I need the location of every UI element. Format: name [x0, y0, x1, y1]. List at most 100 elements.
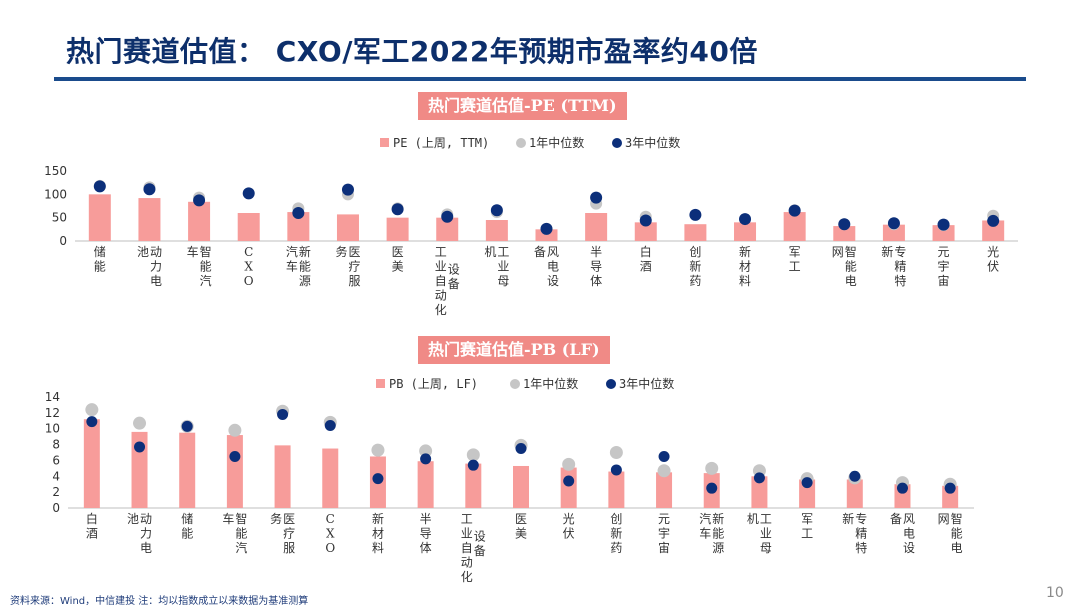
pb-median-3y-point: [467, 459, 479, 471]
pe-category-label: 务: [335, 244, 347, 259]
pb-category-label: 务: [270, 511, 282, 526]
pe-bar: [684, 224, 707, 241]
pe-category-label: 光伏: [987, 245, 999, 274]
title-underline: [54, 77, 1026, 81]
pb-category-label: 车: [222, 511, 234, 526]
pb-legend-1y-swatch: [510, 379, 520, 389]
pe-legend-bar-label: PE (上周, TTM): [393, 136, 489, 150]
pb-bar: [322, 448, 339, 508]
pe-median-3y-point: [838, 218, 851, 231]
pe-category-label: 白酒: [640, 244, 652, 274]
pe-median-3y-point: [143, 183, 156, 196]
pe-category-label: 风电设: [547, 245, 559, 288]
pe-median-3y-point: [639, 214, 652, 227]
pb-median-3y-point: [563, 475, 575, 487]
pe-median-3y-point: [540, 222, 553, 235]
pe-category-label: 动力电: [150, 245, 162, 288]
pe-ytick-label: 150: [44, 164, 67, 178]
pe-bar: [833, 226, 856, 241]
pe-bar: [188, 201, 211, 241]
pb-category-label: 新材料: [372, 511, 384, 555]
pb-bar: [83, 419, 100, 508]
pb-median-3y-point: [181, 420, 193, 432]
pb-ytick-label: 12: [45, 406, 60, 420]
pe-bar: [237, 213, 260, 241]
pb-ytick-label: 0: [52, 501, 60, 515]
pe-median-3y-point: [193, 194, 206, 207]
pb-legend-1y-label: 1年中位数: [523, 376, 578, 391]
pe-category-label: 医疗服: [348, 245, 360, 288]
pe-category-label: 新: [881, 244, 893, 259]
pe-median-3y-point: [93, 180, 106, 193]
pe-median-3y-point: [242, 187, 255, 200]
pe-bar: [138, 198, 161, 241]
pe-bar: [485, 220, 508, 241]
pe-category-label: 医美: [392, 245, 404, 274]
pe-median-3y-point: [391, 203, 404, 216]
pe-category-label: 新材料: [739, 244, 751, 288]
pb-median-3y-point: [229, 450, 241, 462]
pb-category-label: 备: [890, 512, 902, 526]
pe-category-label: 军工: [789, 245, 801, 274]
pb-category-label: 新: [842, 511, 854, 526]
pb-bar: [226, 435, 243, 508]
pb-ytick-label: 6: [52, 453, 60, 467]
pb-median-3y-point: [277, 408, 289, 420]
pb-median-1y-point: [419, 444, 433, 458]
pb-median-1y-point: [562, 457, 576, 471]
pe-category-label: 池: [137, 245, 149, 259]
page-title: 热门赛道估值： CXO/军工2022年预期市盈率约40倍: [66, 35, 758, 68]
pb-ytick-label: 10: [45, 422, 60, 436]
pe-median-3y-point: [937, 218, 950, 231]
pe-median-3y-point: [739, 213, 752, 226]
pb-median-3y-point: [849, 470, 861, 482]
pb-median-3y-point: [324, 420, 336, 432]
pb-bar: [274, 445, 291, 508]
source-note: 资料来源：Wind，中信建投 注：均以指数成立以来数据为基准测算: [10, 596, 309, 607]
pb-category-label: 网: [938, 512, 950, 526]
pb-median-3y-point: [658, 450, 670, 462]
pe-bar: [436, 217, 459, 241]
pb-bar: [751, 476, 768, 508]
pb-category-label: 创新药: [610, 512, 622, 555]
pe-median-3y-point: [490, 204, 503, 217]
pe-category-label: 元宇宙: [938, 245, 950, 288]
pb-median-1y-point: [657, 464, 671, 478]
pe-median-3y-point: [788, 204, 801, 217]
pb-median-3y-point: [134, 441, 146, 453]
pe-median-3y-point: [292, 207, 305, 219]
pe-category-label: 工业自动化: [435, 245, 447, 317]
pb-median-3y-point: [610, 464, 622, 476]
pe-ytick-label: 100: [44, 187, 67, 201]
pb-bar: [513, 465, 529, 508]
pb-median-3y-point: [515, 443, 527, 455]
pb-median-1y-point: [705, 461, 719, 475]
pe-category-label: 机: [484, 245, 496, 259]
pe-bar: [336, 214, 359, 241]
pe-median-3y-point: [590, 191, 603, 204]
pe-category-label: 网: [832, 245, 844, 259]
pb-legend-3y-swatch: [606, 379, 616, 389]
pb-median-3y-point: [944, 482, 956, 494]
pb-bar: [131, 431, 148, 508]
pe-ytick-label: 50: [52, 211, 67, 225]
pe-bar: [88, 194, 111, 241]
pb-bar: [560, 467, 577, 508]
pb-category-label: 新能源: [712, 511, 724, 555]
pb-category-label: 医美: [515, 512, 527, 541]
pe-category-label: 智能电: [845, 244, 857, 288]
pe-legend-1y-swatch: [516, 138, 526, 148]
pe-category-label: 车: [187, 244, 199, 259]
pb-chart-title: 热门赛道估值-PB (LF): [418, 336, 610, 364]
pb-median-3y-point: [801, 477, 813, 489]
pb-ytick-label: 8: [52, 438, 60, 452]
pb-median-3y-point: [420, 453, 432, 465]
pb-category-label: 风电设: [903, 512, 915, 555]
pb-bar: [846, 479, 863, 508]
pb-category-label: 半导体: [420, 512, 432, 555]
pb-category-label: 军工: [801, 512, 813, 541]
pb-category-label: 设备: [474, 529, 486, 558]
